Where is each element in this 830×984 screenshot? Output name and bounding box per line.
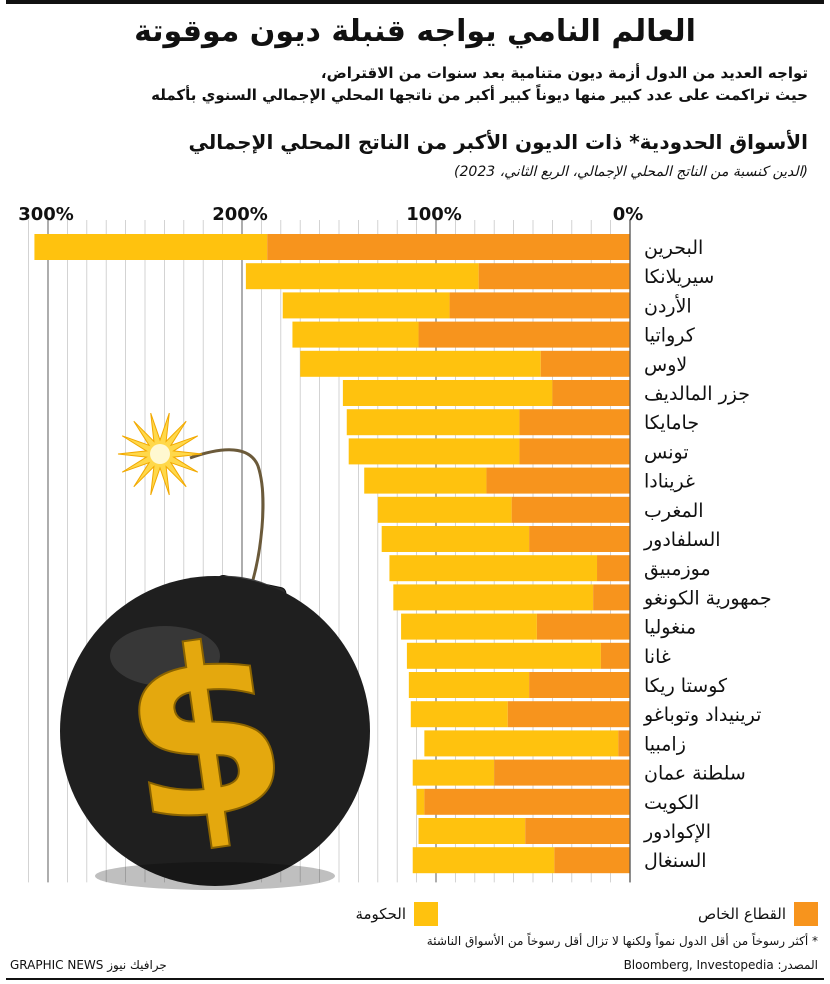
dollar-sign: $ bbox=[107, 592, 303, 879]
bar-government bbox=[416, 788, 425, 815]
bar-government bbox=[406, 642, 601, 669]
bar-government bbox=[292, 321, 419, 348]
x-tick-label: 200% bbox=[212, 204, 268, 225]
bar-government bbox=[412, 759, 495, 786]
bar-private bbox=[486, 467, 630, 494]
bar-government bbox=[377, 496, 512, 523]
bar-government bbox=[282, 292, 450, 319]
legend-government-swatch bbox=[414, 902, 438, 926]
bar-private bbox=[554, 847, 630, 874]
legend-private-swatch bbox=[794, 902, 818, 926]
page-title: العالم النامي يواجه قنبلة ديون موقوتة bbox=[134, 14, 696, 49]
bar-private bbox=[519, 438, 630, 465]
category-label: المغرب bbox=[644, 500, 704, 522]
bomb-dollar-icon: $ bbox=[60, 412, 370, 890]
bomb-fuse bbox=[189, 448, 265, 597]
legend-private: القطاع الخاص bbox=[698, 902, 818, 926]
bar-government bbox=[410, 701, 508, 728]
category-label: الأردن bbox=[644, 294, 692, 317]
chart-heading: الأسواق الحدودية* ذات الديون الأكبر من ا… bbox=[188, 130, 808, 154]
debt-chart: 0% 100% 200% 300% $ البحرين سيريلانكا الأردن كرو… bbox=[18, 204, 772, 890]
bar-government bbox=[401, 613, 537, 640]
bottom-rule bbox=[6, 978, 824, 980]
bar-government bbox=[424, 730, 619, 757]
bar-private bbox=[525, 818, 630, 844]
category-label: زامبيا bbox=[644, 733, 686, 755]
category-label: كوستا ريكا bbox=[644, 675, 728, 697]
bar-government bbox=[245, 263, 479, 290]
bar-private bbox=[511, 496, 630, 523]
x-tick-label: 100% bbox=[406, 204, 462, 225]
bar-private bbox=[597, 555, 630, 582]
category-label: ترينيداد وتوباغو bbox=[643, 704, 761, 726]
bar-government bbox=[412, 847, 555, 874]
bar-private bbox=[267, 234, 630, 260]
bar-government bbox=[364, 467, 487, 494]
spark-core bbox=[150, 444, 170, 464]
category-label: الإكوادور bbox=[643, 821, 711, 843]
x-tick-label: 0% bbox=[613, 204, 644, 225]
bar-government bbox=[300, 350, 541, 377]
legend-government-label: الحكومة bbox=[355, 905, 406, 923]
category-label: جامايكا bbox=[644, 412, 699, 434]
subtitle: تواجه العديد من الدول أزمة ديون متنامية … bbox=[8, 62, 808, 106]
bomb-shadow bbox=[95, 862, 335, 890]
bar-government bbox=[393, 584, 594, 611]
bar-private bbox=[529, 672, 630, 698]
category-label: غرينادا bbox=[644, 471, 695, 493]
category-label: سلطنة عمان bbox=[644, 763, 746, 785]
bar-private bbox=[507, 701, 630, 728]
bar-private bbox=[529, 526, 630, 552]
bar-private bbox=[418, 321, 630, 348]
category-label: جمهورية الكونغو bbox=[643, 587, 772, 609]
legend-government: الحكومة bbox=[355, 902, 438, 926]
bomb-highlight bbox=[110, 626, 220, 686]
bar-government bbox=[381, 526, 530, 552]
legend-private-label: القطاع الخاص bbox=[697, 905, 786, 923]
bar-private bbox=[552, 380, 630, 406]
bar-private bbox=[424, 788, 630, 815]
bar-government bbox=[34, 234, 268, 260]
bar-private bbox=[540, 350, 630, 377]
source: المصدر: Bloomberg, Investopedia bbox=[623, 958, 818, 972]
category-label: السلفادور bbox=[643, 529, 721, 551]
category-label: غانا bbox=[644, 646, 671, 668]
bar-private bbox=[600, 642, 630, 669]
bar-government bbox=[418, 818, 526, 844]
chart-note: (الدين كنسبة من الناتج المحلي الإجمالي، … bbox=[454, 164, 808, 180]
bar-government bbox=[342, 380, 553, 406]
bar-private bbox=[478, 263, 630, 290]
category-label: الكويت bbox=[644, 792, 699, 814]
bar-government bbox=[389, 555, 598, 582]
category-label: جزر المالديف bbox=[644, 383, 750, 405]
bar-private bbox=[449, 292, 630, 319]
bar-private bbox=[519, 409, 630, 436]
category-label: السنغال bbox=[644, 850, 707, 872]
bar-government bbox=[346, 409, 520, 436]
bar-private bbox=[494, 759, 630, 786]
footnote: * أكثر رسوخاً من أقل الدول نمواً ولكنها … bbox=[426, 934, 818, 948]
category-label: منغوليا bbox=[644, 617, 696, 639]
bar-government bbox=[348, 438, 520, 465]
category-label: لاوس bbox=[644, 354, 687, 376]
category-label: موزمبيق bbox=[644, 558, 711, 580]
bar-private bbox=[593, 584, 630, 611]
category-label: كرواتيا bbox=[644, 325, 696, 347]
category-label: تونس bbox=[644, 441, 689, 463]
bar-government bbox=[408, 672, 530, 698]
category-label: البحرين bbox=[644, 237, 703, 259]
category-label: سيريلانكا bbox=[644, 266, 714, 288]
top-rule bbox=[6, 0, 824, 4]
x-tick-label: 300% bbox=[18, 204, 74, 225]
bar-private bbox=[618, 730, 630, 757]
subtitle-line-1: تواجه العديد من الدول أزمة ديون متنامية … bbox=[320, 64, 808, 82]
subtitle-line-2: حيث تراكمت على عدد كبير منها ديوناً كبير… bbox=[151, 86, 808, 104]
credit: GRAPHIC NEWS جرافيك نيوز bbox=[10, 958, 167, 972]
bar-private bbox=[536, 613, 630, 640]
